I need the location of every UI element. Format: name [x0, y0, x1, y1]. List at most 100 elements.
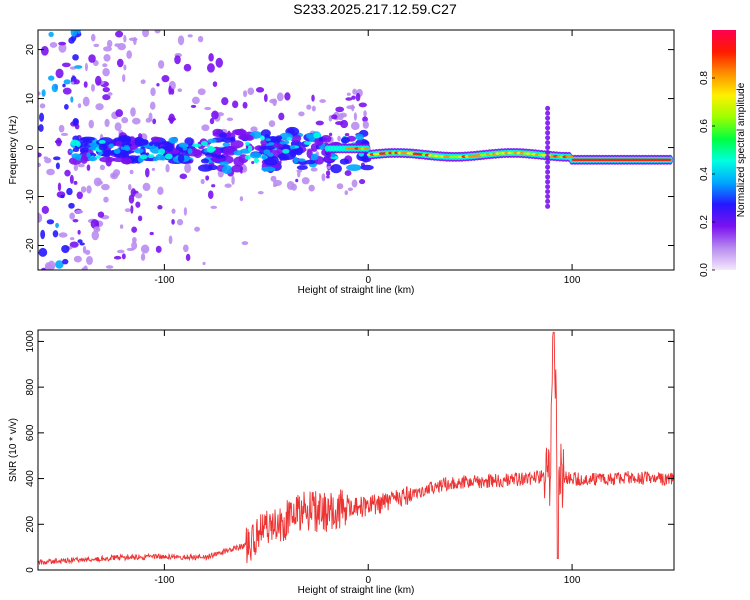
- noise-patch: [154, 30, 161, 34]
- noise-patch: [331, 114, 338, 120]
- noise-patch: [93, 226, 101, 233]
- band-core: [568, 155, 574, 159]
- noise-patch: [77, 163, 85, 168]
- noise-patch: [55, 162, 60, 170]
- snr-y-tick-label: 1000: [25, 330, 36, 353]
- noise-patch: [171, 208, 176, 214]
- noise-patch: [38, 162, 42, 167]
- noise-patch: [52, 156, 61, 161]
- band-patch-inner: [86, 152, 91, 158]
- noise-patch: [201, 124, 210, 132]
- band-patch-outer: [330, 163, 342, 174]
- noise-patch: [291, 183, 297, 191]
- band-patch-inner: [339, 158, 350, 165]
- noise-patch: [128, 183, 132, 191]
- band-patch-inner: [263, 149, 271, 155]
- noise-patch: [75, 209, 84, 214]
- band-patch-outer: [177, 154, 185, 163]
- noise-patch: [114, 122, 122, 132]
- noise-patch: [69, 212, 75, 220]
- noise-patch: [134, 192, 143, 199]
- noise-patch: [351, 95, 356, 100]
- noise-patch: [40, 229, 46, 240]
- band-patch-inner: [108, 143, 114, 149]
- band-patch-inner: [191, 143, 202, 148]
- noise-patch: [296, 169, 303, 173]
- noise-patch: [202, 261, 206, 266]
- spectrogram-x-tick-label: 0: [365, 275, 371, 286]
- band-patch-inner: [331, 152, 336, 158]
- colorbar-tick-label: 0.8: [699, 71, 710, 85]
- band-patch-outer: [115, 140, 123, 147]
- noise-patch: [73, 255, 82, 263]
- streak-patch: [545, 154, 551, 160]
- noise-patch: [90, 33, 96, 42]
- noise-patch: [174, 55, 181, 65]
- band-patch-inner: [244, 154, 251, 160]
- spectrogram-y-ticks: -20 -10 0 10 20: [25, 44, 674, 253]
- noise-patch: [352, 88, 358, 95]
- noise-patch: [268, 120, 276, 128]
- noise-patch: [358, 102, 367, 108]
- noise-patch: [55, 222, 59, 228]
- band-patch-outer: [99, 156, 115, 163]
- noise-patch: [44, 262, 52, 270]
- band-patch-inner: [113, 148, 121, 154]
- band-patch-inner: [123, 145, 130, 149]
- noise-patch: [64, 103, 69, 110]
- noise-patch: [150, 87, 156, 97]
- noise-patch: [62, 87, 72, 95]
- noise-patch: [94, 75, 102, 86]
- band-patch-inner: [293, 156, 299, 164]
- figure-title: S233.2025.217.12.59.C27: [293, 1, 457, 17]
- band-patch-inner: [318, 137, 324, 142]
- streak-patch: [545, 174, 551, 180]
- noise-patch: [104, 118, 110, 128]
- noise-patch: [129, 169, 134, 175]
- noise-patch: [344, 133, 350, 137]
- band-patch-outer: [249, 152, 262, 159]
- noise-patch: [132, 117, 141, 125]
- noise-patch: [257, 191, 264, 195]
- colorbar-tick-label: 0.6: [699, 119, 710, 133]
- streak-patch: [545, 184, 551, 190]
- streak-patch: [545, 135, 551, 141]
- noise-patch: [77, 103, 82, 109]
- band-patch-inner: [182, 146, 188, 151]
- noise-patch: [123, 34, 127, 43]
- band-patch-inner: [265, 138, 271, 142]
- noise-patch: [82, 245, 87, 254]
- noise-patch: [72, 218, 79, 223]
- band-patch-inner: [297, 158, 306, 162]
- noise-patch: [115, 30, 124, 38]
- noise-patch: [55, 137, 62, 147]
- noise-patch: [358, 179, 366, 185]
- noise-patch: [72, 79, 80, 85]
- noise-patch: [149, 101, 156, 110]
- band-patch-outer: [261, 166, 276, 172]
- snr-plot-area: [38, 330, 674, 570]
- noise-patch: [102, 63, 108, 68]
- noise-patch: [107, 92, 113, 96]
- noise-patch: [250, 126, 258, 133]
- band-patch-inner: [289, 145, 296, 150]
- noise-patch: [197, 35, 204, 43]
- snr-panel: -100 0 100 0 200 400 600 800 1000 Height of str…: [8, 329, 675, 596]
- streak-patch: [545, 189, 551, 195]
- band-patch-inner: [253, 158, 259, 164]
- noise-patch: [76, 30, 81, 34]
- noise-patch: [142, 182, 151, 192]
- noise-patch: [61, 62, 71, 68]
- noise-patch: [77, 239, 83, 244]
- band-patch-inner: [200, 140, 208, 147]
- streak-patch: [545, 149, 551, 155]
- spectrogram-x-axis-label: Height of straight line (km): [298, 285, 415, 296]
- noise-patch: [122, 74, 126, 83]
- band-patch-inner: [268, 142, 275, 146]
- noise-patch: [60, 194, 65, 199]
- noise-patch: [151, 167, 156, 171]
- noise-patch: [102, 86, 110, 93]
- colorbar-tick-label: 0.4: [699, 167, 710, 181]
- noise-patch: [131, 241, 138, 250]
- band-core: [363, 147, 369, 150]
